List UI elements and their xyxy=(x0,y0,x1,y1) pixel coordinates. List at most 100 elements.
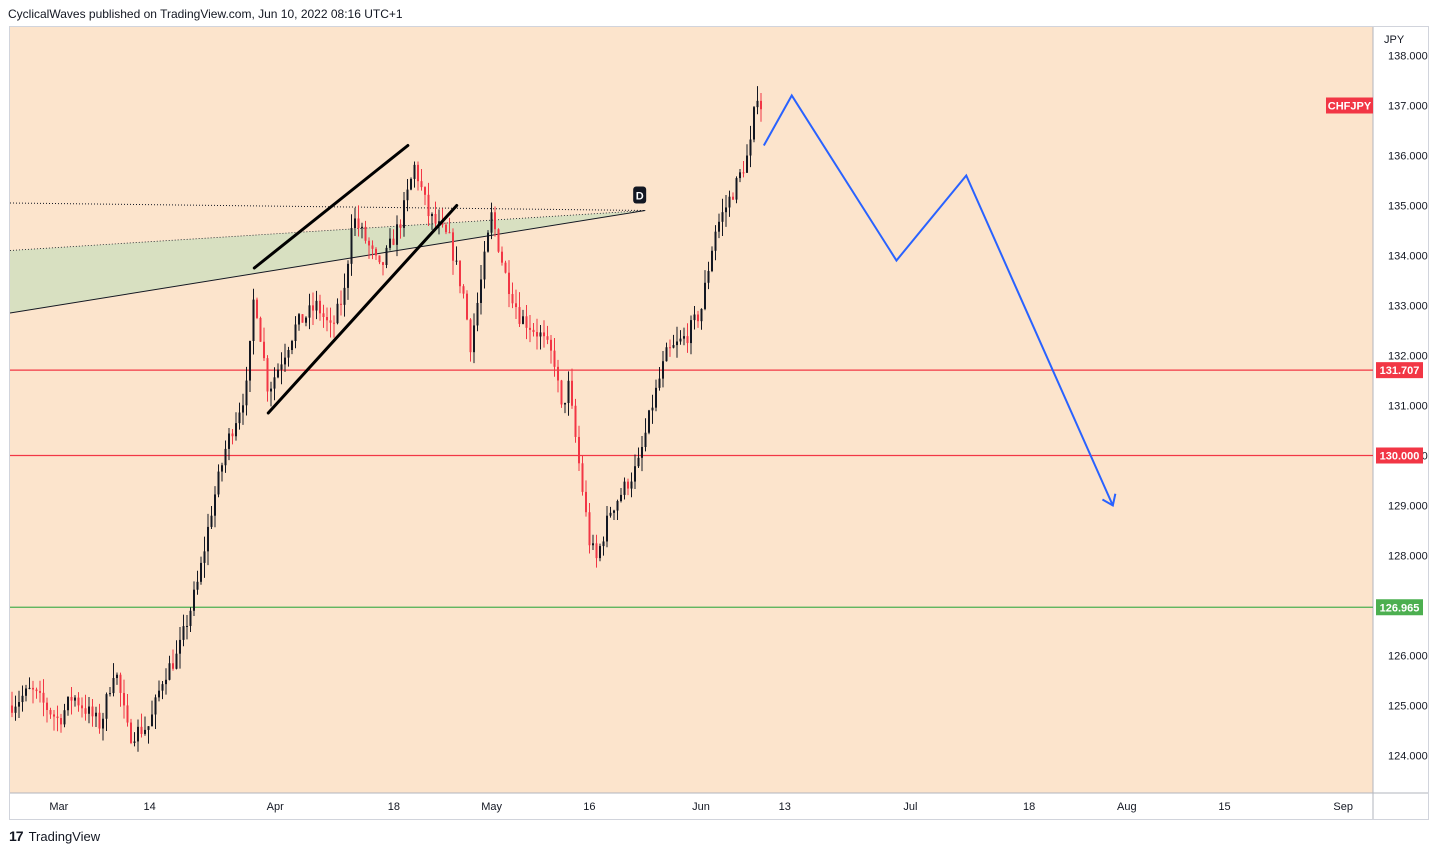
candle-body xyxy=(602,541,605,547)
price-tick-label: 135.000 xyxy=(1388,201,1428,213)
candle-body xyxy=(235,423,237,437)
candle-body xyxy=(613,510,615,513)
candle-body xyxy=(641,446,643,458)
candle-body xyxy=(508,272,510,295)
candle-body xyxy=(714,231,717,251)
candle-body xyxy=(469,319,472,353)
candle-body xyxy=(634,466,636,482)
candle-body xyxy=(357,218,360,229)
candle-body xyxy=(459,260,461,287)
candle-body xyxy=(567,380,570,404)
triangle-label: D xyxy=(636,191,644,203)
candle-body xyxy=(182,626,185,640)
candle-body xyxy=(585,491,587,513)
brand-name: TradingView xyxy=(28,828,101,844)
candle-body xyxy=(238,412,241,424)
symbol-badge: CHFJPY xyxy=(1328,101,1372,113)
candle-body xyxy=(564,403,566,405)
candle-body xyxy=(413,164,416,179)
candle-body xyxy=(669,347,671,349)
candle-body xyxy=(676,341,678,346)
candle-body xyxy=(91,706,94,717)
candle-body xyxy=(658,378,661,388)
candle-body xyxy=(599,546,601,559)
candle-body xyxy=(119,674,122,693)
candle-body xyxy=(592,543,594,546)
candle-body xyxy=(704,282,706,309)
time-tick-label: 16 xyxy=(583,801,595,813)
candle-body xyxy=(70,696,73,701)
candle-body xyxy=(270,388,272,392)
chart-frame[interactable]: D JPY 124.000 125.000 126.000 128.000 129.000 1… xyxy=(9,26,1429,820)
candle-body xyxy=(725,207,727,213)
candle-body xyxy=(760,100,762,110)
candle-body xyxy=(179,639,181,654)
candle-body xyxy=(210,515,213,527)
wedge-line-1 xyxy=(266,204,459,415)
footer: 17 TradingView xyxy=(9,828,100,844)
candle-body xyxy=(74,697,76,701)
candle-body xyxy=(399,224,402,228)
candle-body xyxy=(382,262,384,265)
candle-body xyxy=(462,286,465,294)
time-tick-label: 14 xyxy=(143,801,155,813)
candle-body xyxy=(151,714,153,727)
candle-body xyxy=(242,405,244,413)
price-tick-label: 136.000 xyxy=(1388,151,1428,163)
candle-body xyxy=(361,226,363,229)
candle-body xyxy=(546,336,549,340)
candle-body xyxy=(581,463,584,492)
candle-body xyxy=(529,327,531,330)
candle-body xyxy=(742,172,745,174)
candle-body xyxy=(60,718,62,725)
candle-body xyxy=(88,706,90,714)
candle-body xyxy=(627,481,629,489)
candle-body xyxy=(543,332,545,337)
candle-body xyxy=(620,494,622,502)
price-tick-label: 137.000 xyxy=(1388,101,1428,113)
candle-body xyxy=(189,610,192,626)
level-badge-1-box xyxy=(1376,447,1423,464)
candle-body xyxy=(522,316,524,324)
candle-body xyxy=(655,387,657,408)
candle-body xyxy=(245,380,248,406)
candle-body xyxy=(378,255,381,263)
candle-body xyxy=(473,325,475,353)
wedge-line-0 xyxy=(252,144,410,270)
candle-body xyxy=(683,336,685,339)
candle-body xyxy=(224,448,227,466)
candle-body xyxy=(690,320,692,344)
candle-body xyxy=(518,307,521,324)
candle-body xyxy=(63,710,66,725)
candle-body xyxy=(214,494,216,516)
time-tick-label: 13 xyxy=(779,801,791,813)
candle-body xyxy=(144,729,146,734)
candle-body xyxy=(630,481,633,489)
candle-body xyxy=(455,260,458,262)
candle-body xyxy=(753,107,755,140)
time-tick-label: Aug xyxy=(1117,801,1137,813)
time-tick-label: Apr xyxy=(267,801,284,813)
candle-body xyxy=(623,481,626,495)
candle-body xyxy=(697,314,699,322)
candle-body xyxy=(305,317,307,323)
candle-body xyxy=(371,245,374,249)
candle-body xyxy=(354,218,356,229)
candle-body xyxy=(721,212,724,222)
candle-body xyxy=(410,178,412,190)
candle-body xyxy=(315,300,318,311)
candle-body xyxy=(494,212,496,230)
candle-body xyxy=(711,250,713,272)
time-tick-label: Jun xyxy=(692,801,710,813)
currency-label: JPY xyxy=(1384,34,1405,46)
candle-body xyxy=(102,718,104,729)
candle-body xyxy=(606,515,608,542)
candle-body xyxy=(396,224,398,245)
candle-body xyxy=(95,712,97,717)
price-chart[interactable]: D JPY 124.000 125.000 126.000 128.000 129.000 1… xyxy=(10,27,1428,819)
candle-body xyxy=(168,663,171,680)
candle-body xyxy=(732,196,734,200)
candle-body xyxy=(448,232,451,234)
candle-body xyxy=(480,279,482,303)
candle-body xyxy=(665,347,668,362)
